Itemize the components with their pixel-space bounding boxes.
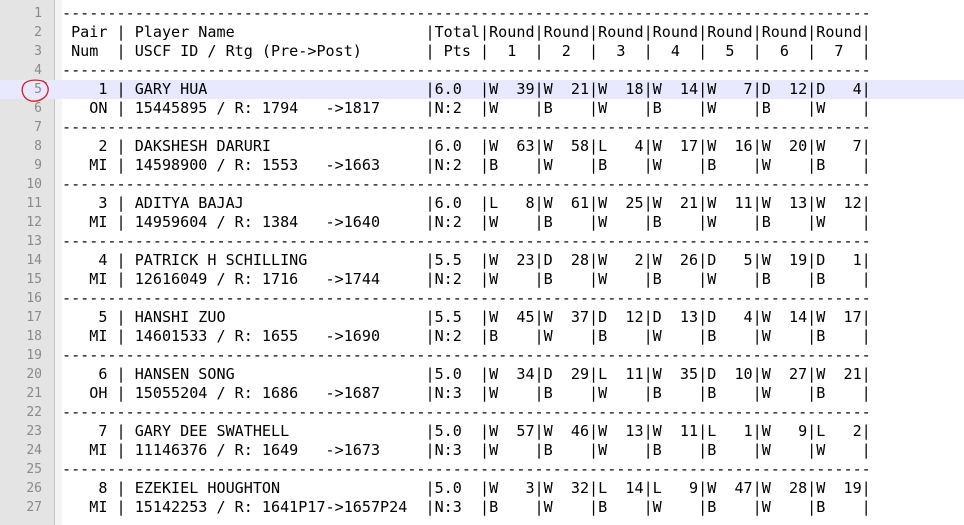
editor-line[interactable]: 4 ---------------------------------------… — [0, 61, 964, 80]
line-number: 22 — [26, 405, 42, 420]
line-text: 5 | HANSHI ZUO |5.5 |W 45|W 37|D 12|D 13… — [62, 308, 871, 326]
editor-line[interactable]: 11 3 | ADITYA BAJAJ |6.0 |L 8|W 61|W 25|… — [0, 194, 964, 213]
editor-line[interactable]: 12 MI | 14959604 / R: 1384 ->1640 |N:2 |… — [0, 213, 964, 232]
line-text: ----------------------------------------… — [62, 175, 871, 193]
line-number: 5 — [34, 82, 42, 97]
editor-line[interactable]: 8 2 | DAKSHESH DARURI |6.0 |W 63|W 58|L … — [0, 137, 964, 156]
line-number: 11 — [26, 196, 42, 211]
line-number: 13 — [26, 234, 42, 249]
editor-line[interactable]: 14 4 | PATRICK H SCHILLING |5.5 |W 23|D … — [0, 251, 964, 270]
editor-line[interactable]: 7 ---------------------------------------… — [0, 118, 964, 137]
line-number: 3 — [34, 44, 42, 59]
line-text: Pair | Player Name |Total|Round|Round|Ro… — [62, 23, 880, 41]
line-text: MI | 14959604 / R: 1384 ->1640 |N:2 |W |… — [62, 213, 871, 231]
line-number: 9 — [34, 158, 42, 173]
line-number: 26 — [26, 481, 42, 496]
line-text: ----------------------------------------… — [62, 346, 871, 364]
line-text: OH | 15055204 / R: 1686 ->1687 |N:3 |W |… — [62, 384, 871, 402]
editor-line[interactable]: 20 6 | HANSEN SONG |5.0 |W 34|D 29|L 11|… — [0, 365, 964, 384]
line-number: 7 — [34, 120, 42, 135]
editor-line[interactable]: 23 7 | GARY DEE SWATHELL |5.0 |W 57|W 46… — [0, 422, 964, 441]
line-text: MI | 14598900 / R: 1553 ->1663 |N:2 |B |… — [62, 156, 871, 174]
line-text: ON | 15445895 / R: 1794 ->1817 |N:2 |W |… — [62, 99, 871, 117]
line-text: MI | 14601533 / R: 1655 ->1690 |N:2 |B |… — [62, 327, 871, 345]
editor-line[interactable]: 9 MI | 14598900 / R: 1553 ->1663 |N:2 |B… — [0, 156, 964, 175]
line-text: MI | 15142253 / R: 1641P17->1657P24 |N:3… — [62, 498, 871, 516]
line-text: ----------------------------------------… — [62, 232, 871, 250]
editor-line[interactable]: 15 MI | 12616049 / R: 1716 ->1744 |N:2 |… — [0, 270, 964, 289]
text-editor[interactable]: 1 ---------------------------------------… — [0, 4, 964, 517]
editor-line[interactable]: 22 --------------------------------------… — [0, 403, 964, 422]
line-text: ----------------------------------------… — [62, 289, 871, 307]
line-text: 6 | HANSEN SONG |5.0 |W 34|D 29|L 11|W 3… — [62, 365, 871, 383]
line-number: 8 — [34, 139, 42, 154]
line-number: 10 — [26, 177, 42, 192]
editor-line-highlighted[interactable]: 5 1 | GARY HUA |6.0 |W 39|W 21|W 18|W 14… — [0, 80, 964, 99]
line-text: Num | USCF ID / Rtg (Pre->Post) | Pts | … — [62, 42, 880, 60]
line-number: 14 — [26, 253, 42, 268]
line-text: ----------------------------------------… — [62, 403, 871, 421]
editor-line[interactable]: 1 ---------------------------------------… — [0, 4, 964, 23]
editor-line[interactable]: 16 --------------------------------------… — [0, 289, 964, 308]
fold-margin — [55, 0, 62, 525]
line-number: 15 — [26, 272, 42, 287]
editor-line[interactable]: 3 Num | USCF ID / Rtg (Pre->Post) | Pts … — [0, 42, 964, 61]
line-text: MI | 11146376 / R: 1649 ->1673 |N:3 |W |… — [62, 441, 871, 459]
line-text: 3 | ADITYA BAJAJ |6.0 |L 8|W 61|W 25|W 2… — [62, 194, 871, 212]
line-text: ----------------------------------------… — [62, 4, 871, 22]
line-number: 16 — [26, 291, 42, 306]
line-number: 27 — [26, 500, 42, 515]
editor-line[interactable]: 19 --------------------------------------… — [0, 346, 964, 365]
line-number: 6 — [34, 101, 42, 116]
editor-line[interactable]: 24 MI | 11146376 / R: 1649 ->1673 |N:3 |… — [0, 441, 964, 460]
editor-line[interactable]: 26 8 | EZEKIEL HOUGHTON |5.0 |W 3|W 32|L… — [0, 479, 964, 498]
line-text: 4 | PATRICK H SCHILLING |5.5 |W 23|D 28|… — [62, 251, 871, 269]
line-number: 17 — [26, 310, 42, 325]
editor-line[interactable]: 6 ON | 15445895 / R: 1794 ->1817 |N:2 |W… — [0, 99, 964, 118]
line-number: 2 — [34, 25, 42, 40]
editor-line[interactable]: 25 --------------------------------------… — [0, 460, 964, 479]
editor-line[interactable]: 13 --------------------------------------… — [0, 232, 964, 251]
line-text: 8 | EZEKIEL HOUGHTON |5.0 |W 3|W 32|L 14… — [62, 479, 871, 497]
editor-line[interactable]: 18 MI | 14601533 / R: 1655 ->1690 |N:2 |… — [0, 327, 964, 346]
line-text: 1 | GARY HUA |6.0 |W 39|W 21|W 18|W 14|W… — [62, 80, 871, 98]
line-text: 7 | GARY DEE SWATHELL |5.0 |W 57|W 46|W … — [62, 422, 871, 440]
line-text: ----------------------------------------… — [62, 460, 871, 478]
line-number: 24 — [26, 443, 42, 458]
line-number: 23 — [26, 424, 42, 439]
line-number: 19 — [26, 348, 42, 363]
red-circle-annotation-icon — [21, 79, 49, 102]
line-text: ----------------------------------------… — [62, 61, 871, 79]
line-text: MI | 12616049 / R: 1716 ->1744 |N:2 |W |… — [62, 270, 871, 288]
editor-line[interactable]: 10 --------------------------------------… — [0, 175, 964, 194]
line-text: ----------------------------------------… — [62, 118, 871, 136]
line-number: 25 — [26, 462, 42, 477]
line-number: 18 — [26, 329, 42, 344]
line-number: 1 — [34, 6, 42, 21]
line-text: 2 | DAKSHESH DARURI |6.0 |W 63|W 58|L 4|… — [62, 137, 871, 155]
editor-line[interactable]: 27 MI | 15142253 / R: 1641P17->1657P24 |… — [0, 498, 964, 517]
line-number: 20 — [26, 367, 42, 382]
editor-line[interactable]: 2 Pair | Player Name |Total|Round|Round|… — [0, 23, 964, 42]
line-number: 4 — [34, 63, 42, 78]
editor-line[interactable]: 17 5 | HANSHI ZUO |5.5 |W 45|W 37|D 12|D… — [0, 308, 964, 327]
editor-line[interactable]: 21 OH | 15055204 / R: 1686 ->1687 |N:3 |… — [0, 384, 964, 403]
line-number: 21 — [26, 386, 42, 401]
line-number: 12 — [26, 215, 42, 230]
